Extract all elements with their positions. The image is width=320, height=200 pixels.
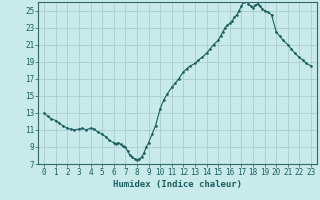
- X-axis label: Humidex (Indice chaleur): Humidex (Indice chaleur): [113, 180, 242, 189]
